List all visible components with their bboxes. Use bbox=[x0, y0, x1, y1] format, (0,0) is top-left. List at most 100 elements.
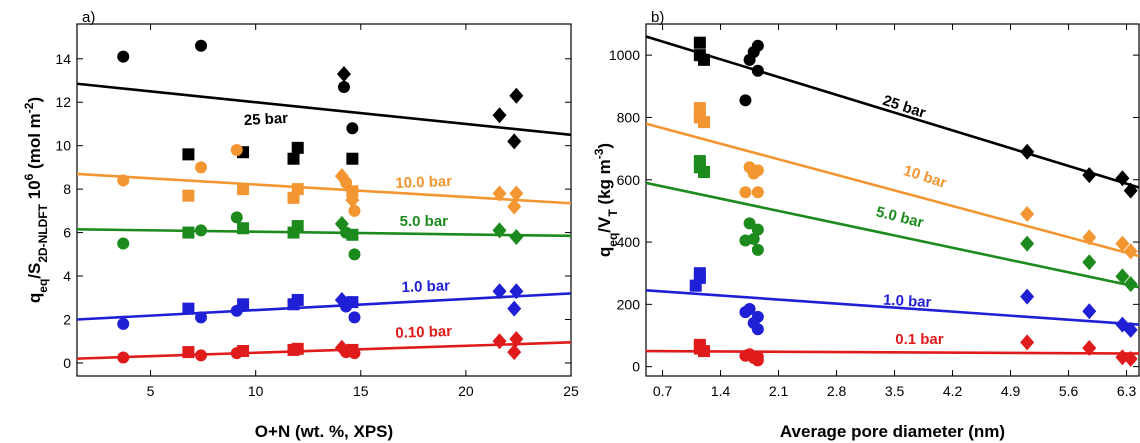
data-point-diamond bbox=[1082, 339, 1097, 356]
data-point-diamond bbox=[1082, 229, 1097, 246]
data-point-circle bbox=[337, 81, 350, 94]
data-point-square bbox=[698, 165, 710, 178]
data-point-diamond bbox=[1123, 321, 1138, 338]
series-label: 10 bar bbox=[901, 162, 948, 192]
series-label: 1.0 bar bbox=[883, 292, 932, 312]
y-tick-label: 10 bbox=[55, 138, 71, 154]
data-point-square bbox=[182, 346, 195, 359]
data-point-diamond bbox=[1115, 268, 1130, 285]
data-point-diamond bbox=[1123, 276, 1138, 293]
data-point-diamond bbox=[507, 300, 522, 317]
panel-label: b) bbox=[651, 9, 664, 26]
series-1 bbox=[77, 144, 571, 217]
data-point-diamond bbox=[1082, 303, 1097, 320]
data-point-circle bbox=[230, 211, 243, 224]
chart-panel-b: b) 0.7 1.4 2.1 2.8 3.5 4.2 4.9 5.6 6.3 0 200 400 600 8… bbox=[592, 9, 1140, 441]
data-point-circle bbox=[117, 237, 130, 250]
x-tick-label: 25 bbox=[563, 383, 579, 399]
data-point-square bbox=[237, 298, 250, 311]
data-point-circle bbox=[751, 310, 764, 323]
data-point-square bbox=[698, 116, 710, 129]
data-point-square bbox=[693, 102, 706, 115]
data-point-circle bbox=[230, 144, 243, 157]
chart-panel-a: a) 5 10 15 20 25 0 2 4 6 8 10 12 14 O+N (wt. %, XPS) qe… bbox=[22, 9, 579, 441]
data-point-square bbox=[698, 53, 710, 66]
data-point-square bbox=[693, 36, 706, 49]
data-point-circle bbox=[751, 223, 764, 236]
x-tick-label: 5 bbox=[147, 383, 155, 399]
data-point-circle bbox=[751, 243, 764, 256]
data-point-circle bbox=[348, 347, 361, 360]
x-tick-label: 1.4 bbox=[711, 383, 731, 399]
fit-line bbox=[646, 349, 1139, 355]
y-tick-label: 800 bbox=[617, 109, 641, 125]
data-point-circle bbox=[747, 232, 760, 245]
data-point-diamond bbox=[509, 228, 524, 245]
data-point-diamond bbox=[336, 65, 351, 82]
data-point-circle bbox=[117, 317, 130, 330]
series-3 bbox=[646, 267, 1139, 338]
y-tick-label: 4 bbox=[63, 268, 71, 284]
data-point-diamond bbox=[507, 198, 522, 215]
data-point-diamond bbox=[507, 133, 522, 150]
fit-line bbox=[646, 289, 1139, 326]
data-point-diamond bbox=[1082, 254, 1097, 271]
data-point-diamond bbox=[1123, 350, 1138, 367]
series-label: 1.0 bar bbox=[401, 277, 450, 296]
series-2 bbox=[77, 211, 571, 261]
data-point-square bbox=[287, 152, 300, 165]
fit-line bbox=[77, 172, 571, 205]
x-axis-label: Average pore diameter (nm) bbox=[780, 422, 1005, 441]
data-point-diamond bbox=[492, 107, 507, 124]
series-0 bbox=[646, 35, 1139, 199]
data-point-square bbox=[346, 152, 359, 165]
data-point-square bbox=[291, 293, 304, 306]
y-tick-label: 8 bbox=[63, 181, 71, 197]
data-point-diamond bbox=[1115, 170, 1130, 187]
x-tick-label: 6.3 bbox=[1117, 383, 1137, 399]
y-tick-label: 6 bbox=[63, 225, 71, 241]
series-3 bbox=[77, 283, 571, 330]
plot-area bbox=[646, 35, 1139, 367]
y-tick-label: 14 bbox=[55, 51, 71, 67]
data-point-circle bbox=[195, 161, 208, 174]
data-point-square bbox=[291, 342, 304, 355]
y-axis-label: qeq/S2D-NLDFT 106 (mol m-2) bbox=[22, 97, 50, 303]
x-tick-label: 4.9 bbox=[1001, 383, 1021, 399]
data-point-diamond bbox=[492, 333, 507, 350]
x-tick-label: 0.7 bbox=[653, 383, 673, 399]
y-tick-label: 1000 bbox=[609, 47, 640, 63]
data-point-circle bbox=[117, 174, 130, 187]
data-point-square bbox=[182, 189, 195, 202]
data-point-circle bbox=[195, 311, 208, 324]
data-point-square bbox=[182, 148, 195, 161]
data-point-square bbox=[182, 226, 195, 239]
data-point-diamond bbox=[1082, 167, 1097, 184]
x-tick-label: 2.1 bbox=[769, 383, 789, 399]
data-point-diamond bbox=[509, 185, 524, 202]
fit-line bbox=[77, 292, 571, 321]
y-tick-label: 0 bbox=[632, 359, 640, 375]
data-point-circle bbox=[348, 204, 361, 217]
data-point-square bbox=[689, 279, 702, 292]
x-tick-label: 3.5 bbox=[885, 383, 905, 399]
series-2 bbox=[646, 155, 1139, 293]
data-point-diamond bbox=[1115, 235, 1130, 252]
data-point-square bbox=[237, 183, 250, 196]
y-tick-label: 600 bbox=[617, 172, 641, 188]
x-tick-label: 2.8 bbox=[827, 383, 847, 399]
data-point-circle bbox=[117, 351, 130, 364]
plot-frame bbox=[645, 23, 1140, 377]
series-label: 0.10 bar bbox=[395, 323, 452, 342]
data-point-diamond bbox=[1020, 235, 1035, 252]
data-point-diamond bbox=[1020, 288, 1035, 305]
data-point-circle bbox=[751, 64, 764, 77]
fit-line bbox=[77, 228, 571, 238]
fit-line bbox=[646, 35, 1139, 189]
data-point-diamond bbox=[1123, 182, 1138, 199]
series-1 bbox=[646, 102, 1139, 260]
data-point-diamond bbox=[509, 331, 524, 348]
data-point-diamond bbox=[492, 185, 507, 202]
fit-line bbox=[77, 82, 571, 137]
data-point-diamond bbox=[1123, 243, 1138, 260]
